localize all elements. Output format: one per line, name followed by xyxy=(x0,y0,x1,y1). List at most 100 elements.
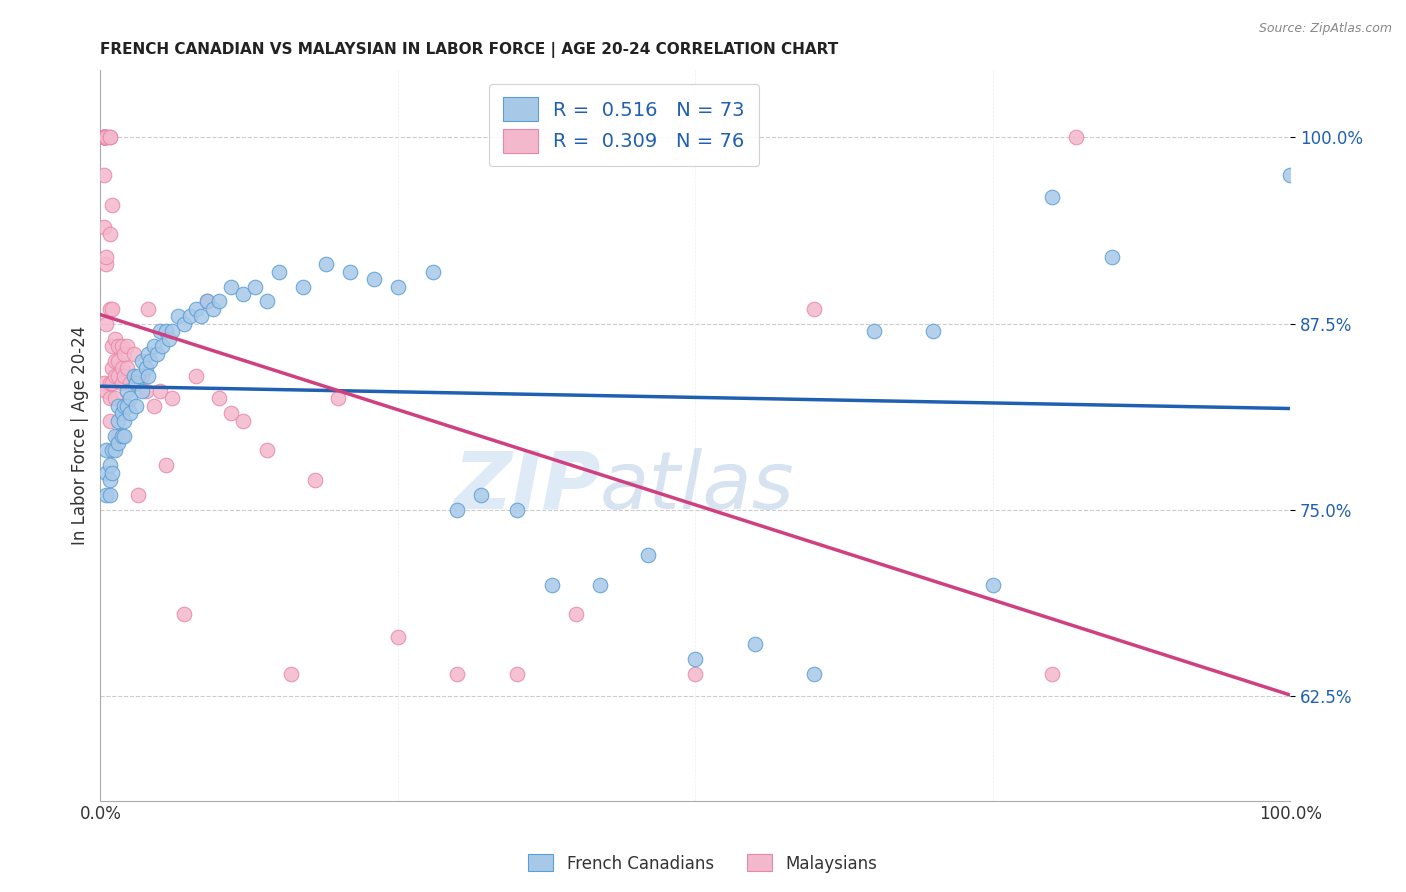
Point xyxy=(101,376,124,391)
Point xyxy=(149,384,172,398)
Point xyxy=(136,368,159,383)
Point xyxy=(184,368,207,383)
Point xyxy=(803,667,825,681)
Point xyxy=(280,667,302,681)
Point xyxy=(104,443,127,458)
Point xyxy=(243,279,266,293)
Point xyxy=(125,376,148,391)
Point xyxy=(98,227,121,242)
Point xyxy=(115,384,138,398)
Point xyxy=(208,294,231,309)
Point xyxy=(149,324,172,338)
Point xyxy=(101,197,124,211)
Point xyxy=(122,368,145,383)
Point xyxy=(122,346,145,360)
Point xyxy=(232,414,254,428)
Point xyxy=(160,324,183,338)
Point xyxy=(98,414,121,428)
Point xyxy=(104,332,127,346)
Point xyxy=(446,503,468,517)
Point xyxy=(101,301,124,316)
Point xyxy=(93,130,115,145)
Point xyxy=(315,257,337,271)
Point xyxy=(256,294,278,309)
Point xyxy=(219,279,242,293)
Point xyxy=(267,264,290,278)
Point xyxy=(219,406,242,420)
Point xyxy=(446,667,468,681)
Point xyxy=(98,301,121,316)
Point xyxy=(139,354,162,368)
Point xyxy=(93,130,115,145)
Point xyxy=(1040,190,1063,204)
Point xyxy=(387,630,409,644)
Point xyxy=(96,257,118,271)
Text: Source: ZipAtlas.com: Source: ZipAtlas.com xyxy=(1258,22,1392,36)
Point xyxy=(107,414,129,428)
Point xyxy=(101,361,124,376)
Point xyxy=(197,294,219,309)
Point xyxy=(304,473,326,487)
Point xyxy=(125,376,148,391)
Point xyxy=(107,428,129,442)
Point xyxy=(803,301,825,316)
Point xyxy=(111,406,134,420)
Point xyxy=(173,607,195,622)
Point xyxy=(339,264,361,278)
Point xyxy=(107,399,129,413)
Point xyxy=(107,354,129,368)
Point xyxy=(1279,168,1302,182)
Point xyxy=(98,458,121,473)
Point xyxy=(166,310,188,324)
Point xyxy=(232,287,254,301)
Point xyxy=(98,488,121,502)
Point xyxy=(184,301,207,316)
Point xyxy=(541,577,564,591)
Point xyxy=(120,406,142,420)
Point xyxy=(93,130,115,145)
Point xyxy=(93,168,115,182)
Point xyxy=(179,310,201,324)
Point xyxy=(98,473,121,487)
Point xyxy=(135,361,157,376)
Point xyxy=(96,317,118,331)
Point xyxy=(111,339,134,353)
Point xyxy=(565,607,588,622)
Point xyxy=(98,130,121,145)
Point xyxy=(981,577,1004,591)
Point xyxy=(93,130,115,145)
Point xyxy=(96,466,118,480)
Text: atlas: atlas xyxy=(600,448,794,525)
Point xyxy=(155,458,177,473)
Point xyxy=(202,301,225,316)
Text: FRENCH CANADIAN VS MALAYSIAN IN LABOR FORCE | AGE 20-24 CORRELATION CHART: FRENCH CANADIAN VS MALAYSIAN IN LABOR FO… xyxy=(100,42,838,58)
Point xyxy=(150,339,173,353)
Point xyxy=(589,577,612,591)
Point xyxy=(506,503,529,517)
Point xyxy=(142,399,165,413)
Point xyxy=(146,346,169,360)
Point xyxy=(101,466,124,480)
Point xyxy=(93,130,115,145)
Legend: French Canadians, Malaysians: French Canadians, Malaysians xyxy=(522,847,884,880)
Point xyxy=(120,376,142,391)
Point xyxy=(107,368,129,383)
Point xyxy=(125,399,148,413)
Point xyxy=(922,324,945,338)
Point xyxy=(197,294,219,309)
Point xyxy=(96,130,118,145)
Point xyxy=(107,436,129,450)
Text: ZIP: ZIP xyxy=(453,448,600,525)
Point xyxy=(131,368,153,383)
Point xyxy=(142,339,165,353)
Point xyxy=(291,279,314,293)
Point xyxy=(98,391,121,405)
Point xyxy=(683,667,706,681)
Point xyxy=(96,384,118,398)
Point xyxy=(96,130,118,145)
Point xyxy=(93,130,115,145)
Point xyxy=(115,399,138,413)
Point xyxy=(155,324,177,338)
Point xyxy=(104,428,127,442)
Point xyxy=(101,443,124,458)
